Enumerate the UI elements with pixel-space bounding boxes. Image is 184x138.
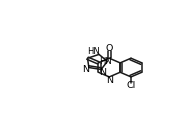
Text: N: N	[82, 65, 89, 74]
Text: Cl: Cl	[126, 81, 136, 90]
Text: N: N	[106, 76, 113, 85]
Text: HN: HN	[87, 47, 100, 56]
Text: N: N	[99, 68, 106, 77]
Text: HN: HN	[99, 56, 112, 66]
Text: O: O	[106, 44, 113, 53]
